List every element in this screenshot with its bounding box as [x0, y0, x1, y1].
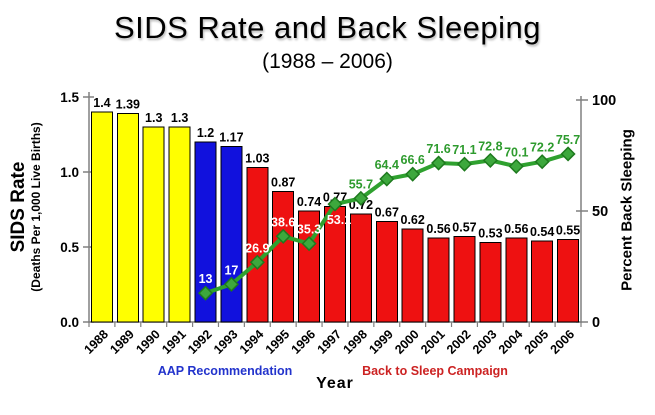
- year-label-1997: 1997: [315, 327, 345, 357]
- bar-1995: [272, 191, 295, 323]
- year-label-1996: 1996: [289, 327, 319, 357]
- point-label-2006: 75.7: [556, 133, 580, 147]
- point-label-2004: 70.1: [504, 145, 528, 159]
- bar-2003: [479, 242, 502, 323]
- annotation-back-to-sleep-campaign: Back to Sleep Campaign: [362, 364, 508, 378]
- line-marker-1997: [327, 196, 343, 212]
- line-marker-2005: [534, 154, 550, 170]
- point-label-2000: 66.6: [401, 153, 425, 167]
- bar-value-label-1988: 1.4: [93, 96, 110, 110]
- bar-value-label-2003: 0.53: [478, 227, 502, 241]
- point-label-2001: 71.6: [426, 142, 450, 156]
- bar-value-label-1989: 1.39: [116, 98, 140, 112]
- line-marker-1995: [275, 228, 291, 244]
- x-axis-title: Year: [316, 375, 354, 392]
- bar-1998: [349, 213, 372, 323]
- bar-value-label-2004: 0.56: [504, 222, 528, 236]
- point-label-2002: 71.1: [452, 143, 476, 157]
- point-label-1999: 64.4: [375, 158, 399, 172]
- year-label-2005: 2005: [522, 327, 552, 357]
- year-label-1994: 1994: [237, 327, 267, 357]
- line-marker-2006: [560, 146, 576, 162]
- point-label-1997: 53.1: [327, 213, 351, 227]
- point-label-2005: 72.2: [530, 141, 554, 155]
- year-label-2002: 2002: [444, 327, 474, 357]
- bar-1993: [220, 146, 243, 323]
- left-axis-tick-label: 0.5: [60, 240, 79, 255]
- bar-2004: [505, 237, 528, 323]
- right-axis-tick-label: 0: [592, 315, 600, 331]
- year-label-1993: 1993: [211, 327, 241, 357]
- line-marker-1993: [223, 276, 239, 292]
- bar-1994: [246, 167, 269, 323]
- year-label-2003: 2003: [470, 327, 500, 357]
- line-marker-1999: [379, 171, 395, 187]
- bar-value-label-2002: 0.57: [452, 221, 476, 235]
- bar-value-label-2000: 0.62: [401, 213, 425, 227]
- bar-2002: [453, 236, 476, 323]
- bar-value-label-2001: 0.56: [426, 222, 450, 236]
- point-label-1996: 35.3: [297, 223, 321, 237]
- year-label-1998: 1998: [340, 327, 370, 357]
- bar-1992: [194, 141, 217, 323]
- line-marker-1994: [249, 254, 265, 270]
- bar-2005: [531, 240, 554, 323]
- year-label-1992: 1992: [185, 327, 215, 357]
- bar-1988: [90, 111, 113, 323]
- year-label-2006: 2006: [548, 327, 578, 357]
- bar-value-label-1990: 1.3: [145, 111, 162, 125]
- bar-1990: [142, 126, 165, 323]
- point-label-1995: 38.6: [271, 215, 295, 229]
- bar-2000: [401, 228, 424, 323]
- right-axis-tick-label: 100: [592, 93, 616, 109]
- chart-title: SIDS Rate and Back Sleeping: [113, 10, 542, 45]
- line-marker-2003: [482, 152, 498, 168]
- point-label-1998: 55.7: [349, 177, 373, 191]
- bar-value-label-2006: 0.55: [556, 224, 580, 238]
- bar-2001: [427, 237, 450, 323]
- year-label-1991: 1991: [159, 327, 189, 357]
- right-axis-tick-label: 50: [592, 204, 608, 220]
- line-marker-2000: [405, 166, 421, 182]
- bar-value-label-1993: 1.17: [219, 131, 243, 145]
- bar-value-label-1994: 1.03: [245, 152, 269, 166]
- bar-1999: [375, 221, 398, 323]
- point-label-1994: 26.9: [245, 241, 269, 255]
- bar-2006: [557, 239, 580, 323]
- point-label-2003: 72.8: [478, 139, 502, 153]
- year-label-1990: 1990: [133, 327, 163, 357]
- bar-value-label-1999: 0.67: [375, 206, 399, 220]
- year-label-1988: 1988: [82, 327, 112, 357]
- line-marker-1998: [353, 190, 369, 206]
- bar-value-label-2005: 0.54: [530, 225, 554, 239]
- bar-value-label-1991: 1.3: [171, 111, 188, 125]
- chart-subtitle: (1988 – 2006): [262, 50, 393, 73]
- left-axis-tick-label: 1.5: [60, 90, 79, 105]
- annotation-aap-recommendation: AAP Recommendation: [157, 364, 293, 378]
- left-axis-tick-label: 0.0: [60, 315, 79, 330]
- point-label-1992: 13: [199, 272, 213, 286]
- year-label-2000: 2000: [392, 327, 422, 357]
- bar-value-label-1996: 0.74: [297, 195, 321, 209]
- point-label-1993: 17: [224, 263, 238, 277]
- year-label-1999: 1999: [366, 327, 396, 357]
- year-label-2004: 2004: [496, 327, 526, 357]
- bar-1991: [168, 126, 191, 323]
- year-label-1995: 1995: [263, 327, 293, 357]
- bar-value-label-1995: 0.87: [271, 176, 295, 190]
- line-marker-1992: [197, 285, 214, 301]
- left-axis-tick-label: 1.0: [60, 165, 79, 180]
- line-marker-1996: [301, 236, 317, 252]
- line-marker-2001: [431, 155, 447, 171]
- bar-1989: [116, 113, 139, 323]
- line-marker-2002: [456, 156, 473, 172]
- bar-value-label-1992: 1.2: [197, 126, 214, 140]
- year-label-1989: 1989: [107, 327, 137, 357]
- year-label-2001: 2001: [418, 327, 448, 357]
- line-marker-2004: [508, 158, 524, 174]
